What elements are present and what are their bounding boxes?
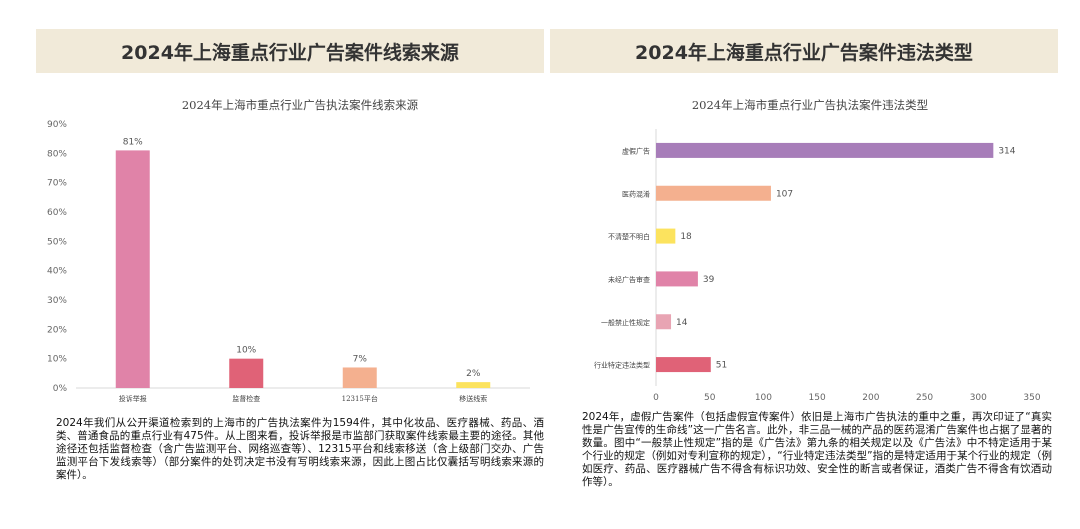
data-label: 10% bbox=[236, 346, 256, 356]
y-tick-label: 40% bbox=[47, 267, 67, 277]
left-chart-title: 2024年上海市重点行业广告执法案件线索来源 bbox=[182, 98, 419, 112]
data-label: 2% bbox=[466, 369, 481, 379]
y-tick-label: 30% bbox=[47, 296, 67, 306]
x-tick-label: 50 bbox=[704, 393, 716, 403]
x-tick-label: 0 bbox=[653, 393, 659, 403]
data-label: 14 bbox=[676, 318, 688, 328]
data-label: 51 bbox=[716, 361, 727, 371]
x-tick-label: 200 bbox=[862, 393, 879, 403]
bar-5 bbox=[656, 357, 711, 373]
y-tick-label: 20% bbox=[47, 325, 67, 335]
left-section-banner: 2024年上海重点行业广告案件线索来源 bbox=[36, 29, 544, 73]
y-category-label: 未经广告审查 bbox=[608, 275, 650, 284]
bar-3 bbox=[456, 382, 491, 388]
bar-4 bbox=[656, 314, 672, 330]
y-category-label: 行业特定违法类型 bbox=[594, 361, 650, 370]
x-category-label: 12315平台 bbox=[342, 394, 378, 403]
right-chart-title: 2024年上海市重点行业广告执法案件违法类型 bbox=[692, 98, 928, 112]
x-tick-label: 250 bbox=[916, 393, 933, 403]
y-tick-label: 0% bbox=[53, 384, 68, 394]
x-category-label: 移送线索 bbox=[459, 394, 487, 403]
clue-source-bar-chart: 2024年上海市重点行业广告执法案件线索来源 0% 10% 20% 30% 40% 50%… bbox=[47, 98, 530, 403]
y-tick-label: 60% bbox=[47, 208, 67, 218]
data-label: 39 bbox=[703, 275, 715, 285]
left-description-paragraph: 2024年我们从公开渠道检索到的上海市的广告执法案件为1594件，其中化妆品、医… bbox=[56, 417, 544, 481]
y-category-label: 不清楚不明白 bbox=[608, 232, 650, 241]
y-tick-label: 90% bbox=[47, 120, 67, 130]
x-tick-label: 150 bbox=[809, 393, 826, 403]
bar-0 bbox=[115, 150, 150, 388]
y-category-label: 虚假广告 bbox=[622, 146, 650, 155]
bar-2 bbox=[342, 367, 377, 388]
bar-1 bbox=[229, 358, 264, 388]
data-label: 18 bbox=[680, 232, 692, 242]
y-tick-label: 70% bbox=[47, 179, 67, 189]
data-label: 107 bbox=[776, 189, 793, 199]
x-tick-label: 100 bbox=[755, 393, 772, 403]
data-label: 7% bbox=[353, 354, 368, 364]
right-description-paragraph: 2024年，虚假广告案件（包括虚假宣传案件）依旧是上海市广告执法的重中之重，再次… bbox=[582, 411, 1052, 488]
y-category-label: 一般禁止性规定 bbox=[601, 318, 650, 327]
y-tick-label: 50% bbox=[47, 237, 67, 247]
x-tick-label: 300 bbox=[970, 393, 987, 403]
x-category-label: 投诉举报 bbox=[119, 394, 147, 403]
bar-1 bbox=[656, 185, 771, 201]
right-section-banner: 2024年上海重点行业广告案件违法类型 bbox=[550, 29, 1058, 73]
data-label: 81% bbox=[123, 137, 143, 147]
y-tick-label: 10% bbox=[47, 355, 67, 365]
x-category-label: 监督检查 bbox=[232, 394, 260, 403]
bar-3 bbox=[656, 271, 698, 287]
x-tick-label: 350 bbox=[1023, 393, 1040, 403]
data-label: 314 bbox=[998, 146, 1015, 156]
y-tick-label: 80% bbox=[47, 149, 67, 159]
bar-2 bbox=[656, 228, 676, 244]
y-category-label: 医药混淆 bbox=[622, 189, 650, 198]
bar-0 bbox=[656, 142, 994, 158]
violation-type-bar-chart: 2024年上海市重点行业广告执法案件违法类型 0 50 100 150 200 250 30… bbox=[594, 98, 1041, 403]
